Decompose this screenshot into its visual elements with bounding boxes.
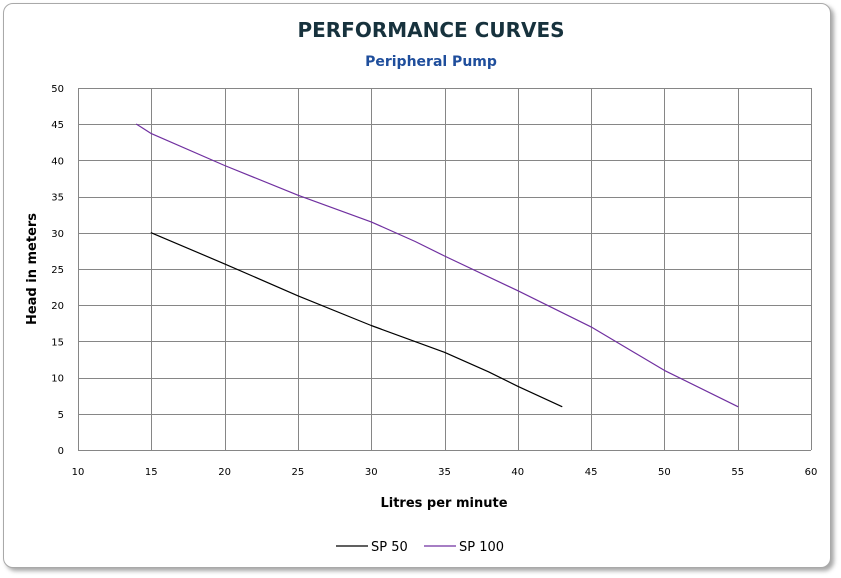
y-tick-label: 10: [51, 374, 64, 385]
y-tick-label: 40: [51, 156, 64, 167]
x-tick-label: 50: [658, 467, 671, 478]
x-axis-title: Litres per minute: [380, 496, 507, 511]
x-tick-label: 55: [731, 467, 744, 478]
x-tick-label: 35: [438, 467, 451, 478]
x-tick-label: 20: [218, 467, 231, 478]
series-line-sp-50: [150, 232, 563, 408]
x-tick-label: 40: [511, 467, 524, 478]
y-tick-label: 45: [51, 120, 64, 131]
y-tick-label: 15: [51, 337, 64, 348]
series-lines: [136, 123, 739, 408]
y-tick-label: 0: [58, 446, 64, 457]
x-tick-label: 15: [145, 467, 158, 478]
legend-label: SP 100: [459, 540, 504, 555]
x-tick-label: 45: [585, 467, 598, 478]
y-tick-label: 30: [51, 229, 64, 240]
y-tick-label: 25: [51, 265, 64, 276]
chart-frame: [3, 3, 831, 568]
y-tick-label: 35: [51, 193, 64, 204]
y-tick-label: 20: [51, 301, 64, 312]
y-tick-label: 5: [58, 410, 64, 421]
y-axis-title: Head in meters: [25, 213, 40, 325]
y-tick-label: 50: [51, 84, 64, 95]
chart-title: PERFORMANCE CURVES: [297, 18, 564, 42]
x-tick-label: 25: [292, 467, 305, 478]
series-line-sp-100: [136, 123, 739, 408]
chart-subtitle: Peripheral Pump: [365, 54, 497, 70]
legend-label: SP 50: [371, 540, 408, 555]
legend: SP 50 SP 100: [336, 540, 504, 555]
x-tick-label: 30: [365, 467, 378, 478]
gridlines: [78, 88, 812, 451]
x-tick-label: 10: [72, 467, 85, 478]
x-tick-label: 60: [805, 467, 818, 478]
tick-labels: 10 15 20 25 30 35 40 45 50 55 60 0 5 10 15 20 25 30 35 40 45…: [51, 84, 817, 478]
